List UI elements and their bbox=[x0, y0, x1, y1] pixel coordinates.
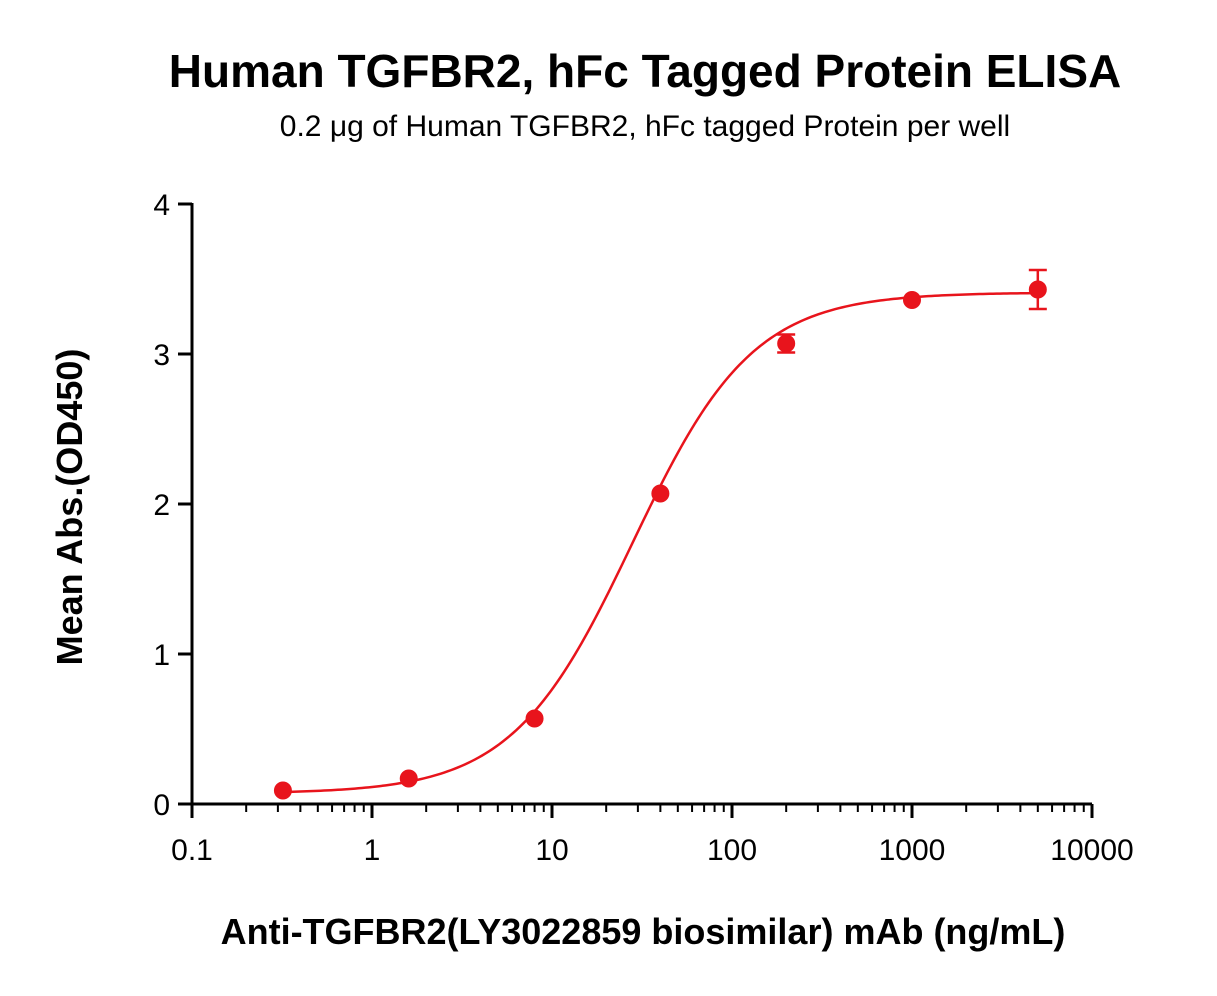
axes: 0.1 1 10 100 1000 10000 0 1 2 3 4 bbox=[153, 189, 1133, 867]
data-point bbox=[777, 334, 796, 353]
y-tick-label: 4 bbox=[153, 189, 170, 222]
x-tick-label: 100 bbox=[707, 834, 757, 867]
data-point bbox=[1028, 280, 1047, 299]
x-tick-label: 10000 bbox=[1050, 834, 1133, 867]
y-tick-label: 2 bbox=[153, 489, 170, 522]
data-point bbox=[903, 291, 921, 309]
chart-subtitle: 0.2 μg of Human TGFBR2, hFc tagged Prote… bbox=[279, 110, 1011, 143]
data-point bbox=[651, 484, 670, 503]
y-tick-label: 0 bbox=[153, 789, 170, 822]
y-tick-label: 3 bbox=[153, 339, 170, 372]
x-tick-label: 0.1 bbox=[171, 834, 213, 867]
x-tick-label: 1000 bbox=[879, 834, 946, 867]
data-point bbox=[273, 781, 292, 800]
x-axis-title: Anti-TGFBR2(LY3022859 biosimilar) mAb (n… bbox=[221, 911, 1066, 952]
chart-title: Human TGFBR2, hFc Tagged Protein ELISA bbox=[168, 45, 1122, 97]
fit-curve-layer bbox=[282, 291, 1038, 794]
data-point bbox=[525, 709, 544, 728]
data-point bbox=[399, 769, 418, 788]
fit-curve bbox=[282, 291, 1038, 794]
x-tick-label: 10 bbox=[535, 834, 568, 867]
x-tick-label: 1 bbox=[364, 834, 381, 867]
y-tick-label: 1 bbox=[153, 639, 170, 672]
data-points-layer bbox=[273, 268, 1047, 800]
y-axis-title: Mean Abs.(OD450) bbox=[49, 349, 90, 666]
